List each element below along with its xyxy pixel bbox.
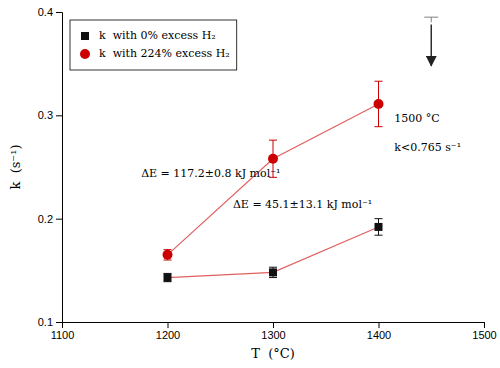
x-tick-label: 1200 <box>156 329 180 341</box>
x-tick: 1100 <box>51 322 75 341</box>
x-axis: 1100 1200 1300 1400 1500 <box>51 322 497 341</box>
y-tick: 0.1 <box>38 316 62 328</box>
y-tick-label: 0.2 <box>38 213 53 225</box>
series-points <box>164 219 383 282</box>
chart: 1100 1200 1300 1400 1500 0.1 0.2 0.3 0.4 T (°C) k … <box>0 0 500 368</box>
x-tick-line <box>168 322 169 328</box>
y-axis-line <box>56 13 63 323</box>
y-tick: 0.3 <box>38 109 62 121</box>
error-cap <box>375 235 383 236</box>
error-cap <box>375 126 383 127</box>
x-axis-line <box>63 323 485 329</box>
x-tick-label: 1500 <box>472 329 496 341</box>
legend: k with 0% excess H₂ k with 224% excess H₂ <box>70 20 237 70</box>
y-axis: 0.1 0.2 0.3 0.4 <box>38 6 63 328</box>
x-tick-label: 1400 <box>367 329 391 341</box>
bound-mark <box>431 17 432 22</box>
y-tick: 0.2 <box>38 213 62 225</box>
data-point <box>269 268 277 276</box>
y-axis-title: k (s⁻¹) <box>8 144 23 189</box>
data-point <box>374 99 384 109</box>
series-line <box>168 227 379 278</box>
error-cap <box>269 140 277 141</box>
y-tick-line <box>56 219 62 220</box>
x-tick: 1400 <box>367 322 391 341</box>
x-tick-label: 1300 <box>261 329 285 341</box>
data-point <box>164 274 172 282</box>
y-tick-line <box>56 115 62 116</box>
x-tick-line <box>484 322 485 328</box>
x-tick-label: 1100 <box>51 329 75 341</box>
data-point <box>268 154 278 164</box>
error-cap <box>269 277 277 278</box>
error-cap <box>375 218 383 219</box>
x-tick: 1500 <box>472 322 496 341</box>
error-cap <box>375 81 383 82</box>
legend-label: k with 224% excess H₂ <box>99 47 230 60</box>
annotation: k<0.765 s⁻¹ <box>394 141 461 154</box>
y-tick-label: 0.3 <box>38 109 53 121</box>
legend-swatch <box>81 32 89 40</box>
y-tick-line <box>56 322 62 323</box>
data-point <box>375 223 383 231</box>
annotation: ΔE = 117.2±0.8 kJ mol⁻¹ <box>141 167 280 180</box>
annotation: ΔE = 45.1±13.1 kJ mol⁻¹ <box>233 198 372 211</box>
error-cap <box>269 267 277 268</box>
x-tick: 1200 <box>156 322 180 341</box>
annotations: ΔE = 117.2±0.8 kJ mol⁻¹ ΔE = 45.1±13.1 kJ… <box>141 112 461 211</box>
y-tick: 0.4 <box>38 6 62 18</box>
x-tick-line <box>379 322 380 328</box>
annotation: 1500 °C <box>394 112 439 125</box>
y-tick-line <box>56 12 62 13</box>
x-tick: 1300 <box>261 322 285 341</box>
bound-cap <box>424 17 438 18</box>
legend-frame <box>70 20 237 70</box>
y-tick-label: 0.1 <box>38 316 53 328</box>
x-axis-title: T (°C) <box>251 346 295 361</box>
legend-swatch <box>80 49 90 59</box>
arrow <box>431 24 432 65</box>
x-tick-line <box>273 322 274 328</box>
legend-label: k with 0% excess H₂ <box>99 29 216 42</box>
data-point <box>163 250 173 260</box>
y-tick-label: 0.4 <box>38 6 53 18</box>
